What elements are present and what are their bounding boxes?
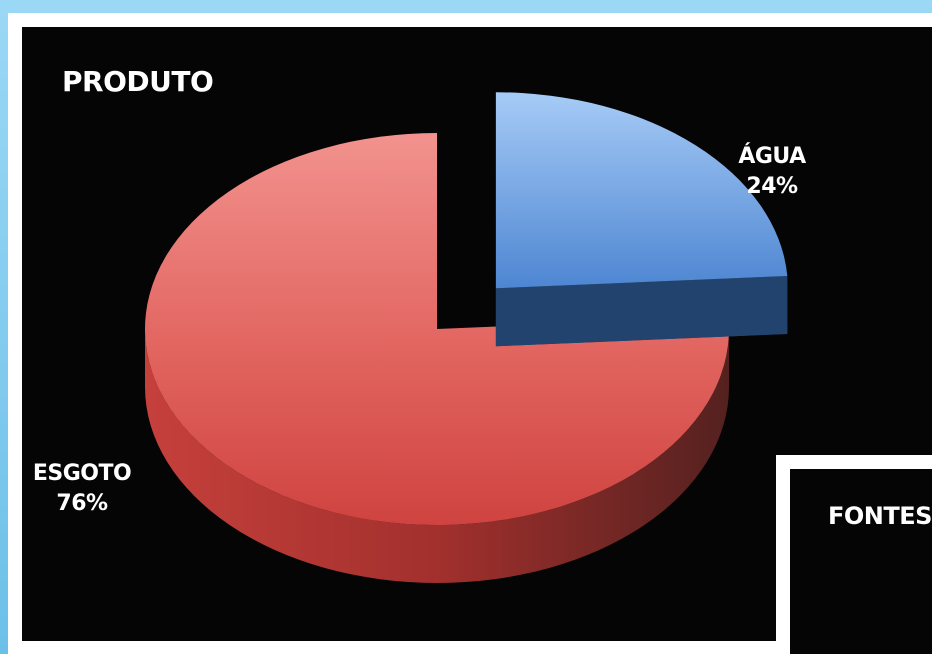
pie-slice-esgoto [144,133,730,525]
pie-slice-agua-end-face [495,275,788,347]
chart-fontes-plot-area: FONTES [790,469,932,654]
chart-title-fontes: FONTES [828,502,932,530]
chart-produto-plot-area: PRODUTO ÁGUA 24% ESGOTO 76% [22,27,932,641]
slice-label-agua-name: ÁGUA [738,144,806,169]
slice-label-esgoto-value: 76% [56,491,108,516]
slice-label-agua: ÁGUA 24% [717,142,827,202]
slice-label-esgoto-name: ESGOTO [32,461,132,486]
chart-fontes-frame[interactable]: FONTES [776,455,932,654]
pie-slice-agua [495,92,788,289]
slice-label-agua-value: 24% [746,174,798,199]
pie-chart-svg [144,92,788,583]
pie-slice-esgoto-side-0 [145,329,729,583]
chart-title: PRODUTO [62,65,214,98]
chart-produto-frame[interactable]: PRODUTO ÁGUA 24% ESGOTO 76% [8,13,932,654]
slice-label-esgoto: ESGOTO 76% [20,459,144,519]
